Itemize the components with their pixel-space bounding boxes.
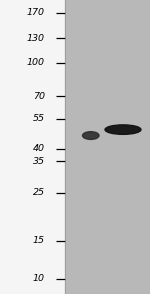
Bar (0, 0, 65, 294)
Text: 40: 40 (33, 144, 45, 153)
Ellipse shape (105, 125, 141, 134)
Text: 100: 100 (27, 58, 45, 67)
Text: 55: 55 (33, 114, 45, 123)
Text: 25: 25 (33, 188, 45, 197)
Bar (65, 0, 150, 294)
Text: 70: 70 (33, 92, 45, 101)
Text: 10: 10 (33, 274, 45, 283)
Text: 170: 170 (27, 8, 45, 17)
Text: 15: 15 (33, 236, 45, 245)
Ellipse shape (82, 132, 99, 139)
Text: 130: 130 (27, 34, 45, 43)
Text: 35: 35 (33, 157, 45, 166)
